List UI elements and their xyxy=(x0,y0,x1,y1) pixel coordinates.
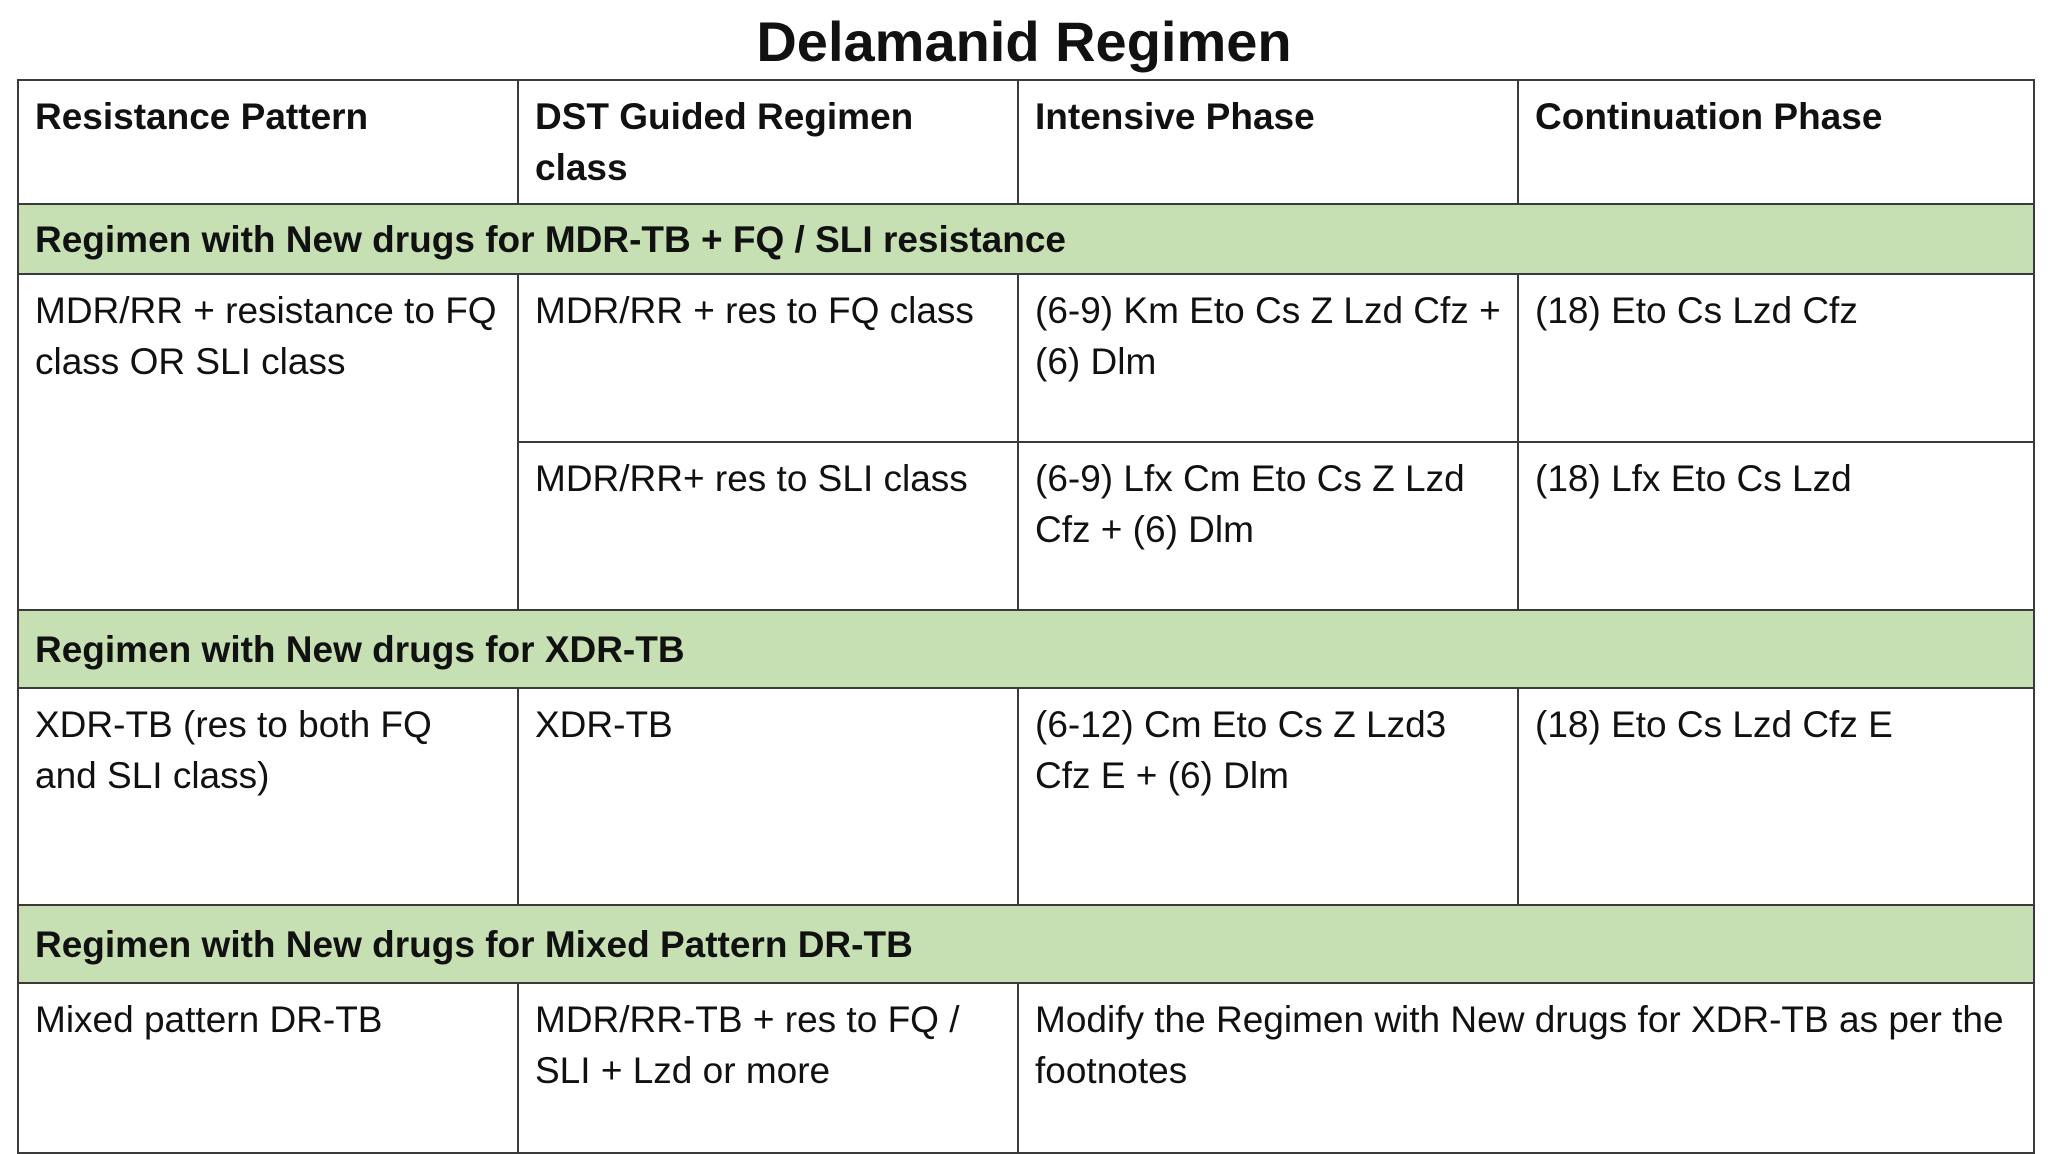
header-dst-regimen-class: DST Guided Regimen class xyxy=(517,79,1019,205)
regimen-class-cell: XDR-TB xyxy=(517,687,1019,906)
header-resistance-pattern: Resistance Pattern xyxy=(17,79,519,205)
regimen-class-cell: MDR/RR + res to FQ class xyxy=(517,273,1019,443)
section-heading-mixed: Regimen with New drugs for Mixed Pattern… xyxy=(17,904,2035,984)
table-row: MDR/RR + resistance to FQ class OR SLI c… xyxy=(17,273,2035,611)
resistance-pattern-cell: MDR/RR + resistance to FQ class OR SLI c… xyxy=(17,273,519,611)
intensive-phase-cell: (6-12) Cm Eto Cs Z Lzd3 Cfz E + (6) Dlm xyxy=(1017,687,1519,906)
resistance-pattern-cell: XDR-TB (res to both FQ and SLI class) xyxy=(17,687,519,906)
table-row: XDR-TB (res to both FQ and SLI class) XD… xyxy=(17,687,2035,906)
continuation-phase-cell: (18) Eto Cs Lzd Cfz E xyxy=(1517,687,2035,906)
table-row: Mixed pattern DR-TB MDR/RR-TB + res to F… xyxy=(17,982,2035,1154)
continuation-phase-cell: (18) Lfx Eto Cs Lzd xyxy=(1517,441,2035,611)
section-heading-xdr: Regimen with New drugs for XDR-TB xyxy=(17,609,2035,689)
page-title: Delamanid Regimen xyxy=(756,10,1292,73)
header-intensive-phase: Intensive Phase xyxy=(1017,79,1519,205)
continuation-phase-cell: (18) Eto Cs Lzd Cfz xyxy=(1517,273,2035,443)
section-row-mixed: Regimen with New drugs for Mixed Pattern… xyxy=(17,904,2035,984)
combined-phase-cell: Modify the Regimen with New drugs for XD… xyxy=(1017,982,2035,1154)
intensive-phase-cell: (6-9) Lfx Cm Eto Cs Z Lzd Cfz + (6) Dlm xyxy=(1017,441,1519,611)
header-continuation-phase: Continuation Phase xyxy=(1517,79,2035,205)
resistance-pattern-cell: Mixed pattern DR-TB xyxy=(17,982,519,1154)
table-row: MDR/RR+ res to SLI class (6-9) Lfx Cm Et… xyxy=(18,441,2035,611)
section-heading-mdr-fq-sli: Regimen with New drugs for MDR-TB + FQ /… xyxy=(17,203,2035,275)
intensive-phase-cell: (6-9) Km Eto Cs Z Lzd Cfz + (6) Dlm xyxy=(1017,273,1519,443)
regimen-class-cell: MDR/RR-TB + res to FQ / SLI + Lzd or mor… xyxy=(517,982,1019,1154)
section-row-mdr-fq-sli: Regimen with New drugs for MDR-TB + FQ /… xyxy=(17,203,2035,275)
regimen-table: Resistance Pattern DST Guided Regimen cl… xyxy=(17,79,2035,1154)
section-row-xdr: Regimen with New drugs for XDR-TB xyxy=(17,609,2035,689)
regimen-class-cell: MDR/RR+ res to SLI class xyxy=(517,441,1019,611)
header-row: Resistance Pattern DST Guided Regimen cl… xyxy=(17,79,2035,205)
